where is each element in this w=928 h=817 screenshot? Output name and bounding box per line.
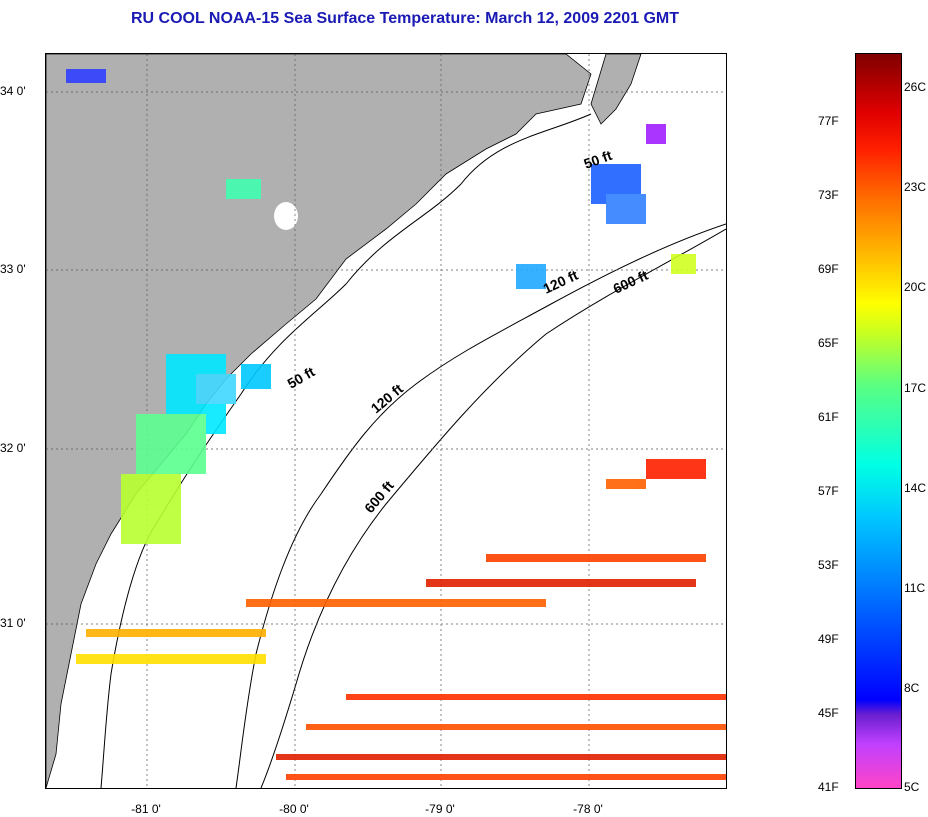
cbar-f-label: 49F (818, 632, 839, 646)
lat-label-33: 33 0' (0, 262, 26, 276)
cbar-c-label: 5C (904, 780, 920, 794)
isobath-label-600ft-north: 600 ft (611, 267, 651, 297)
lake (282, 207, 294, 221)
isobath-120ft (235, 223, 726, 788)
cbar-c-label: 26C (904, 80, 927, 94)
cbar-f-label: 57F (818, 484, 839, 498)
lat-label-32: 32 0' (0, 441, 26, 455)
cbar-f-label: 73F (818, 188, 839, 202)
sst-map[interactable]: 50 ft 120 ft 600 ft 50 ft 120 ft 600 ft (45, 53, 727, 789)
lon-label-80: -80 0' (279, 802, 309, 816)
cbar-c-label: 17C (904, 381, 927, 395)
land-mass (46, 54, 592, 788)
cbar-c-label: 20C (904, 280, 927, 294)
sst-cool-patches (66, 69, 696, 544)
lon-label-78: -78 0' (573, 802, 603, 816)
cbar-f-label: 69F (818, 262, 839, 276)
cbar-c-label: 11C (904, 581, 926, 595)
lon-label-81: -81 0' (131, 802, 161, 816)
cbar-f-label: 53F (818, 558, 839, 572)
land-cape (590, 54, 642, 125)
cbar-f-label: 77F (818, 114, 839, 128)
cbar-f-label: 61F (818, 410, 839, 424)
cbar-c-label: 23C (904, 180, 927, 194)
isobath-50ft (100, 113, 592, 788)
cbar-c-label: 8C (904, 681, 920, 695)
cbar-f-label: 65F (818, 336, 839, 350)
cbar-f-label: 41F (818, 780, 839, 794)
sst-warm-streaks (76, 459, 726, 780)
cbar-c-label: 14C (904, 481, 927, 495)
color-bar (855, 53, 902, 789)
lat-label-31: 31 0' (0, 616, 26, 630)
map-title: RU COOL NOAA-15 Sea Surface Temperature:… (130, 10, 680, 27)
isobath-600ft (260, 228, 726, 788)
lon-label-79: -79 0' (425, 802, 455, 816)
lat-label-34: 34 0' (0, 84, 26, 98)
isobath-label-120ft-mid: 120 ft (368, 380, 407, 416)
isobath-label-50ft-mid: 50 ft (285, 363, 318, 391)
cbar-f-label: 45F (818, 706, 839, 720)
isobath-label-120ft-north: 120 ft (541, 267, 581, 297)
